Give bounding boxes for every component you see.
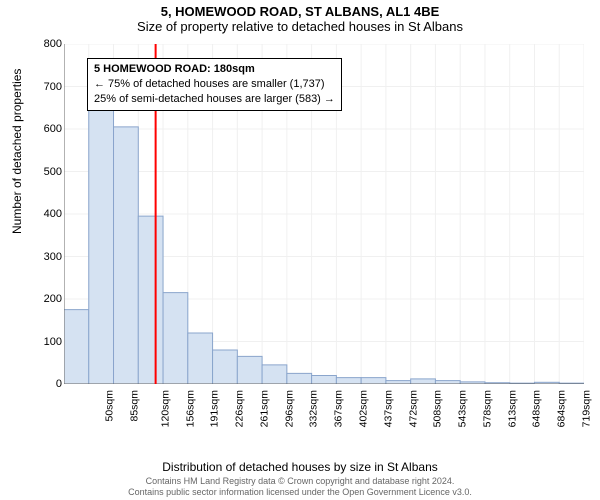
x-tick-label: 156sqm — [184, 390, 196, 427]
histogram-bar — [163, 293, 188, 384]
histogram-bar — [237, 356, 262, 384]
histogram-bar — [89, 104, 114, 385]
x-tick-label: 508sqm — [432, 390, 444, 427]
x-tick-label: 472sqm — [407, 390, 419, 427]
title-address: 5, HOMEWOOD ROAD, ST ALBANS, AL1 4BE — [0, 4, 600, 19]
histogram-bar — [435, 381, 460, 384]
x-tick-label: 437sqm — [382, 390, 394, 427]
x-tick-label: 543sqm — [456, 390, 468, 427]
histogram-bar — [312, 376, 337, 385]
x-tick-label: 296sqm — [283, 390, 295, 427]
histogram-bar — [262, 365, 287, 384]
histogram-bar — [213, 350, 238, 384]
x-tick-label: 332sqm — [308, 390, 320, 427]
histogram-bar — [114, 127, 139, 384]
footer-line2: Contains public sector information licen… — [0, 487, 600, 498]
y-tick-label: 600 — [28, 123, 62, 135]
x-tick-label: 226sqm — [234, 390, 246, 427]
x-axis-ticks: 50sqm 85sqm 120sqm 156sqm 191sqm 226sqm 261sqm… — [64, 388, 584, 444]
histogram-bar — [361, 378, 386, 384]
y-axis-label: Number of detached properties — [10, 69, 24, 234]
histogram-bar — [386, 381, 411, 384]
y-axis-ticks: 0100200300400500600700800 — [28, 44, 62, 384]
y-tick-label: 200 — [28, 293, 62, 305]
footer-line1: Contains HM Land Registry data © Crown c… — [0, 476, 600, 487]
y-tick-label: 100 — [28, 336, 62, 348]
annotation-box: 5 HOMEWOOD ROAD: 180sqm ← 75% of detache… — [87, 58, 342, 111]
y-tick-label: 400 — [28, 208, 62, 220]
histogram-bar — [138, 216, 163, 384]
histogram-bar — [287, 373, 312, 384]
histogram-bar — [188, 333, 213, 384]
chart-titles: 5, HOMEWOOD ROAD, ST ALBANS, AL1 4BE Siz… — [0, 0, 600, 34]
title-subtitle: Size of property relative to detached ho… — [0, 19, 600, 34]
x-tick-label: 367sqm — [333, 390, 345, 427]
histogram-bar — [64, 310, 89, 384]
annotation-line2: ← 75% of detached houses are smaller (1,… — [94, 77, 335, 92]
y-tick-label: 800 — [28, 38, 62, 50]
x-tick-label: 578sqm — [481, 390, 493, 427]
x-tick-label: 613sqm — [506, 390, 518, 427]
y-tick-label: 300 — [28, 251, 62, 263]
annotation-line3: 25% of semi-detached houses are larger (… — [94, 92, 335, 107]
x-tick-label: 191sqm — [209, 390, 221, 427]
annotation-line1: 5 HOMEWOOD ROAD: 180sqm — [94, 62, 335, 77]
footer-attribution: Contains HM Land Registry data © Crown c… — [0, 476, 600, 498]
x-tick-label: 719sqm — [580, 390, 592, 427]
y-tick-label: 700 — [28, 81, 62, 93]
x-tick-label: 120sqm — [159, 390, 171, 427]
histogram-bar — [411, 379, 436, 384]
x-tick-label: 85sqm — [129, 390, 141, 422]
y-tick-label: 500 — [28, 166, 62, 178]
x-axis-label: Distribution of detached houses by size … — [0, 460, 600, 474]
histogram-bar — [336, 378, 361, 384]
x-tick-label: 648sqm — [531, 390, 543, 427]
x-tick-label: 684sqm — [555, 390, 567, 427]
x-tick-label: 261sqm — [258, 390, 270, 427]
x-tick-label: 402sqm — [357, 390, 369, 427]
y-tick-label: 0 — [28, 378, 62, 390]
x-tick-label: 50sqm — [104, 390, 116, 422]
